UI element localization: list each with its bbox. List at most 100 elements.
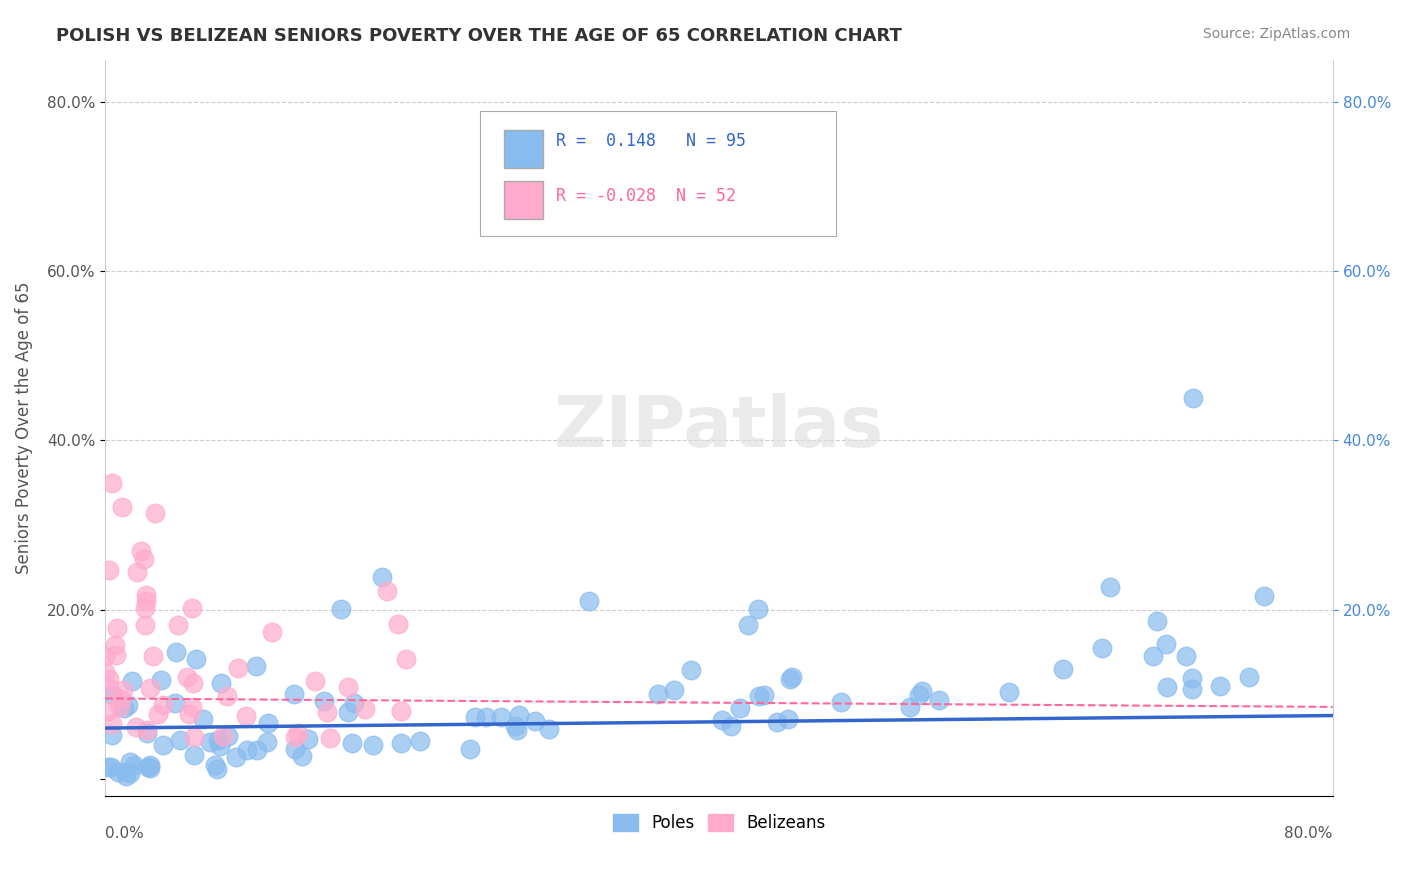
Poles [720, 718, 742, 732]
Belizeans [181, 699, 204, 714]
Belizeans [135, 588, 157, 602]
Belizeans [129, 544, 152, 558]
Poles [647, 687, 669, 701]
Belizeans [181, 675, 204, 690]
Belizeans [284, 730, 307, 744]
Poles [1181, 672, 1204, 686]
Poles [163, 696, 186, 710]
Poles [370, 570, 392, 584]
Text: ZIPatlas: ZIPatlas [554, 393, 884, 462]
Belizeans [215, 689, 238, 703]
Poles [329, 601, 352, 615]
Belizeans [101, 475, 124, 490]
Belizeans [139, 681, 162, 695]
Belizeans [176, 670, 198, 684]
Poles [830, 695, 852, 709]
Belizeans [183, 730, 205, 744]
Poles [121, 673, 143, 688]
Poles [115, 765, 138, 780]
Poles [291, 749, 314, 764]
Belizeans [135, 593, 157, 607]
Poles [186, 652, 208, 666]
Poles [208, 739, 231, 753]
Poles [136, 726, 159, 740]
Poles [204, 758, 226, 772]
Poles [283, 687, 305, 701]
Poles [389, 736, 412, 750]
Poles [506, 723, 529, 737]
Belizeans [127, 565, 149, 579]
Poles [747, 601, 769, 615]
Poles [165, 645, 187, 659]
Belizeans [166, 618, 188, 632]
Belizeans [111, 682, 134, 697]
Y-axis label: Seniors Poverty Over the Age of 65: Seniors Poverty Over the Age of 65 [15, 282, 32, 574]
Poles [205, 762, 228, 776]
Poles [183, 748, 205, 763]
Poles [1052, 662, 1074, 676]
Belizeans [105, 621, 128, 635]
Poles [100, 760, 122, 774]
Poles [489, 710, 512, 724]
Poles [898, 700, 921, 714]
Belizeans [97, 704, 120, 718]
Poles [1146, 614, 1168, 628]
Belizeans [104, 638, 127, 652]
Poles [508, 707, 530, 722]
Legend: Poles, Belizeans: Poles, Belizeans [606, 807, 832, 839]
Poles [235, 743, 257, 757]
Poles [150, 673, 173, 687]
Belizeans [104, 648, 127, 662]
Text: POLISH VS BELIZEAN SENIORS POVERTY OVER THE AGE OF 65 CORRELATION CHART: POLISH VS BELIZEAN SENIORS POVERTY OVER … [56, 27, 903, 45]
Text: 0.0%: 0.0% [105, 826, 143, 841]
Poles [537, 722, 560, 736]
Poles [503, 719, 526, 733]
Poles [1181, 682, 1204, 697]
Belizeans [110, 692, 132, 706]
Poles [97, 759, 120, 773]
Poles [118, 756, 141, 770]
Belizeans [226, 660, 249, 674]
Belizeans [177, 707, 200, 722]
FancyBboxPatch shape [479, 112, 835, 236]
Belizeans [287, 726, 309, 740]
Belizeans [337, 681, 360, 695]
Poles [115, 769, 138, 783]
FancyBboxPatch shape [505, 181, 543, 219]
Poles [1174, 649, 1197, 664]
Belizeans [108, 699, 131, 714]
Poles [207, 732, 229, 747]
Poles [458, 741, 481, 756]
Poles [1237, 670, 1260, 684]
Belizeans [353, 701, 375, 715]
Poles [1208, 679, 1230, 693]
Poles [766, 715, 789, 730]
Poles [1090, 640, 1112, 655]
Poles [1253, 589, 1275, 603]
Poles [217, 730, 239, 744]
Poles [928, 693, 950, 707]
Poles [343, 697, 366, 711]
Poles [578, 593, 600, 607]
Belizeans [134, 601, 156, 615]
Poles [112, 701, 135, 715]
Belizeans [316, 705, 339, 719]
Belizeans [101, 717, 124, 731]
Poles [1156, 637, 1178, 651]
Poles [776, 712, 799, 726]
Belizeans [181, 601, 204, 615]
Belizeans [142, 649, 165, 664]
Poles [246, 743, 269, 757]
Poles [998, 685, 1021, 699]
Belizeans [135, 723, 157, 738]
Poles [245, 658, 267, 673]
Poles [409, 734, 432, 748]
Belizeans [152, 698, 174, 712]
Poles [284, 742, 307, 756]
Belizeans [124, 720, 146, 734]
Poles [138, 761, 160, 775]
Poles [711, 713, 734, 727]
Belizeans [97, 563, 120, 577]
Belizeans [94, 648, 117, 663]
Poles [198, 735, 221, 749]
